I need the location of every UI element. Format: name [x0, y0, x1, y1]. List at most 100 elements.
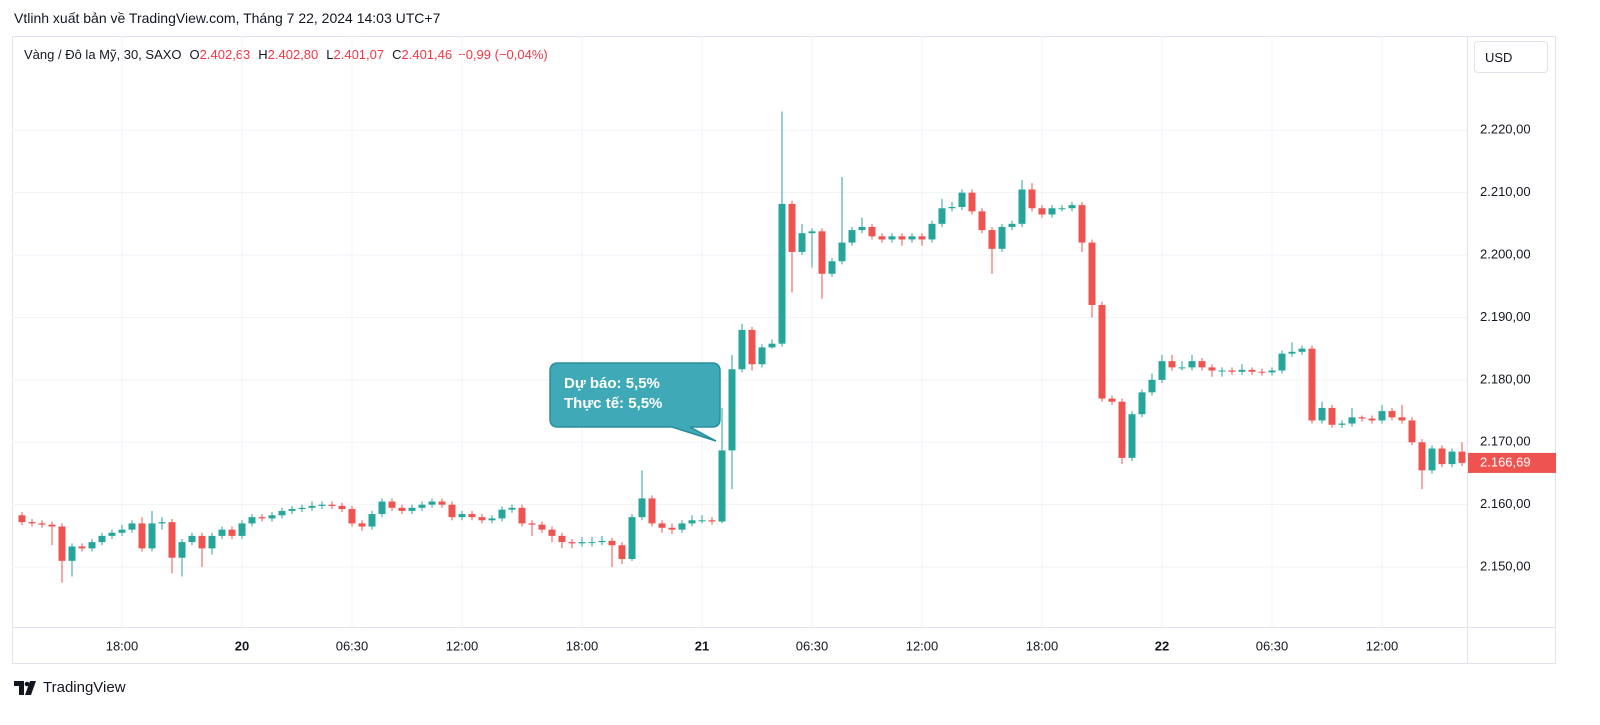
candle-body — [278, 510, 286, 516]
y-tick-label: 2.210,00 — [1480, 184, 1531, 199]
candle-body — [1168, 361, 1176, 368]
candle-body — [618, 545, 626, 559]
y-tick-label: 2.220,00 — [1480, 122, 1531, 137]
candle-body — [1038, 208, 1046, 215]
y-tick-label: 2.200,00 — [1480, 246, 1531, 261]
candle-body — [168, 522, 176, 558]
candle-body — [198, 535, 206, 549]
candle-body — [1048, 208, 1056, 215]
candle-body — [1238, 369, 1246, 372]
candle-body — [1418, 442, 1426, 471]
grid — [12, 36, 1467, 627]
candle-body — [698, 520, 706, 522]
candle-body — [488, 518, 496, 521]
x-tick-label: 12:00 — [906, 638, 939, 653]
candle-body — [728, 369, 736, 451]
candle-body — [978, 211, 986, 231]
candle-body — [1118, 401, 1126, 458]
ohlc-key: C — [392, 47, 402, 62]
candle-body — [1368, 418, 1376, 421]
candle-body — [1138, 392, 1146, 415]
last-price-box — [1468, 452, 1556, 473]
candle-body — [108, 532, 116, 536]
candle-body — [1058, 208, 1066, 210]
candle-body — [208, 535, 216, 549]
last-price-label: 2.166,69 — [1480, 454, 1531, 469]
candle-body — [808, 231, 816, 234]
candle-body — [768, 343, 776, 348]
candle-body — [238, 523, 246, 536]
candle-body — [1318, 407, 1326, 421]
candle-body — [988, 230, 996, 249]
candle-body — [1008, 223, 1016, 227]
x-tick-label: 20 — [235, 638, 249, 653]
candle-body — [548, 529, 556, 536]
candle-body — [998, 226, 1006, 249]
candle-body — [178, 542, 186, 558]
change: −0,99 (−0,04%) — [458, 47, 548, 62]
candle-body — [1198, 361, 1206, 368]
axes: 2.150,00 2.160,00 2.170,00 2.180,00 2.190,00… — [106, 122, 1556, 653]
candle-body — [188, 535, 196, 543]
candle-body — [378, 501, 386, 515]
x-tick-label: 06:30 — [796, 638, 829, 653]
candle-body — [558, 535, 566, 543]
candle-body — [678, 523, 686, 530]
candle-body — [118, 529, 126, 533]
candle-body — [908, 236, 916, 240]
candle-body — [158, 522, 166, 524]
candle-body — [958, 192, 966, 207]
candle-body — [138, 523, 146, 549]
candle-body — [838, 242, 846, 262]
candle-body — [1358, 417, 1366, 419]
currency-button[interactable]: USD — [1474, 41, 1548, 73]
callout — [549, 362, 721, 442]
candle-body — [868, 226, 876, 237]
candle-body — [458, 514, 466, 518]
candle-body — [1208, 367, 1216, 371]
candle-body — [1328, 407, 1336, 425]
candle-body — [58, 526, 66, 561]
candle-body — [1018, 189, 1026, 224]
candle-body — [248, 517, 256, 524]
x-tick-label: 18:00 — [106, 638, 139, 653]
symbol-title: Vàng / Đô la Mỹ, 30, SAXO — [24, 47, 182, 62]
candle-body — [688, 520, 696, 524]
candle-body — [468, 514, 476, 518]
candle-body — [1308, 348, 1316, 421]
candle-body — [348, 509, 356, 524]
candle-body — [798, 233, 806, 252]
candle-body — [1268, 370, 1276, 373]
candle-body — [1078, 205, 1086, 243]
brand-logo — [14, 680, 36, 695]
candle-body — [1278, 353, 1286, 371]
y-tick-label: 2.180,00 — [1480, 371, 1531, 386]
candle-body — [398, 507, 406, 511]
candle-body — [218, 529, 226, 536]
candle-body — [128, 523, 136, 530]
candles — [18, 111, 1466, 583]
candle-body — [1288, 351, 1296, 354]
candle-body — [628, 517, 636, 559]
candle-body — [938, 208, 946, 224]
annotation: Dự báo: 5,5% Thực tế: 5,5% — [549, 362, 721, 442]
candle-body — [1298, 348, 1306, 352]
candle-body — [88, 542, 96, 549]
candle-body — [828, 261, 836, 274]
candle-body — [1108, 398, 1116, 402]
candle-body — [358, 523, 366, 527]
publish-info: Vtlinh xuất bản về TradingView.com, Thán… — [14, 10, 441, 26]
candle-body — [758, 347, 766, 365]
candle-body — [928, 223, 936, 240]
ohlc-value: 2.402,63 — [199, 47, 251, 62]
candle-body — [1378, 411, 1386, 421]
candle-body — [1178, 367, 1186, 369]
candle-body — [538, 524, 546, 530]
candle-body — [948, 206, 956, 209]
candle-body — [288, 509, 296, 511]
annotation-line: Thực tế: 5,5% — [564, 395, 662, 412]
candle-body — [598, 540, 606, 543]
candle-body — [648, 498, 656, 524]
